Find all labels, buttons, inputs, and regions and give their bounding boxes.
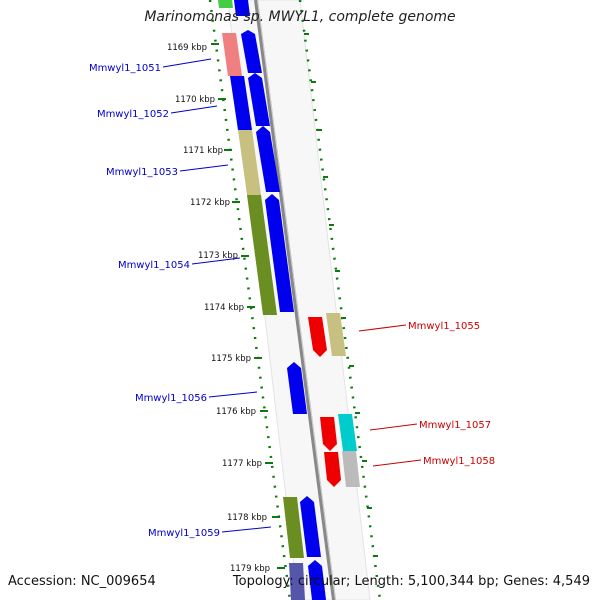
gene-label[interactable]: Mmwyl1_1055 — [408, 321, 480, 332]
gene-label[interactable]: Mmwyl1_1051 — [89, 63, 161, 74]
gene-cds-arrow — [308, 317, 327, 357]
gene-prev-cds — [234, 0, 250, 16]
gene-cog-bar — [338, 414, 357, 451]
genome-title: Marinomonas sp. MWYL1, complete genome — [144, 9, 456, 25]
tick-label: 1170 kbp — [175, 95, 215, 105]
plus-leaders — [162, 58, 272, 533]
gene-prev-cog — [218, 0, 233, 8]
scale-ticks — [211, 43, 285, 569]
tick-label: 1177 kbp — [222, 459, 262, 469]
gene-label[interactable]: Mmwyl1_1053 — [106, 167, 178, 178]
topology-label: Topology: circular; — [232, 574, 351, 589]
tick-label: 1169 kbp — [167, 43, 207, 53]
tick-label: 1173 kbp — [198, 251, 238, 261]
gene-next-cog — [289, 563, 305, 600]
gene-label[interactable]: Mmwyl1_1056 — [135, 393, 207, 404]
gene-cds-arrow — [265, 194, 294, 312]
tick-label: 1171 kbp — [183, 146, 223, 156]
gene-cds-arrow — [256, 126, 280, 192]
gene-cog-bar — [326, 313, 346, 356]
gene-cog-bar — [342, 451, 360, 487]
genome-backbone-highlight — [257, 0, 336, 600]
gene-label[interactable]: Mmwyl1_1058 — [423, 456, 495, 467]
tick-label: 1179 kbp — [230, 564, 270, 574]
genome-backbone — [254, 0, 336, 600]
gene-cds-arrow — [287, 362, 307, 414]
accession-label: Accession: NC_009654 — [8, 574, 156, 589]
gene-cog-bar — [283, 497, 304, 558]
gene-cds-arrow — [324, 452, 341, 487]
tick-label: 1175 kbp — [211, 354, 251, 364]
map-band — [227, 0, 371, 600]
scale-ticks-right — [304, 33, 378, 557]
genes-count-label: Genes: 4,549 — [503, 574, 590, 589]
gene-cds-arrow — [241, 30, 262, 73]
gene-next-cds — [308, 560, 326, 600]
gene-cog-bar — [238, 130, 261, 195]
gene-label[interactable]: Mmwyl1_1052 — [97, 109, 169, 120]
gene-cds-arrow — [300, 496, 321, 557]
tick-label: 1176 kbp — [216, 407, 256, 417]
gene-cog-bar — [222, 33, 242, 76]
scale-track-right — [298, 0, 382, 600]
gene-label[interactable]: Mmwyl1_1057 — [419, 420, 491, 431]
gene-cds-arrow — [248, 73, 270, 126]
tick-label: 1174 kbp — [204, 303, 244, 313]
gene-cog-bar — [230, 76, 252, 130]
length-label: Length: 5,100,344 bp; — [354, 574, 500, 589]
tick-label: 1178 kbp — [227, 513, 267, 523]
genome-summary: Topology: circular; Length: 5,100,344 bp… — [233, 574, 590, 589]
gene-cog-bar — [247, 195, 277, 315]
tick-label: 1172 kbp — [190, 198, 230, 208]
minus-leaders — [358, 324, 422, 467]
gene-label[interactable]: Mmwyl1_1059 — [148, 528, 220, 539]
gene-cds-arrow — [320, 417, 337, 451]
gene-label[interactable]: Mmwyl1_1054 — [118, 260, 190, 271]
